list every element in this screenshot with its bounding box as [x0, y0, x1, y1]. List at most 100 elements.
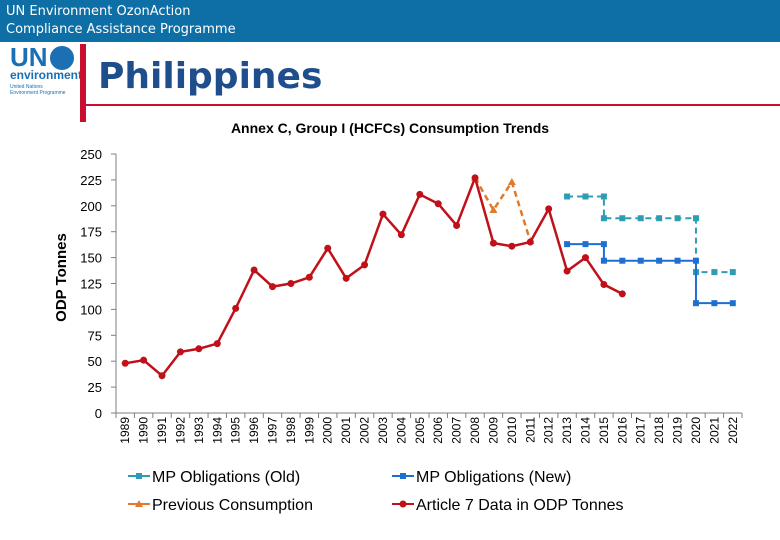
- x-tick-label: 2000: [321, 417, 335, 444]
- header-title-line1: UN Environment OzonAction: [6, 4, 191, 19]
- data-point-mp-obligations-old: [582, 193, 589, 200]
- y-tick-label: 175: [80, 225, 102, 240]
- x-tick-label: 1998: [284, 417, 298, 444]
- data-point-article-7-data-in-odp-tonnes: [324, 244, 332, 252]
- data-point-article-7-data-in-odp-tonnes: [342, 274, 350, 282]
- data-point-article-7-data-in-odp-tonnes: [232, 304, 240, 312]
- x-tick-label: 2008: [468, 417, 482, 444]
- y-tick-label: 25: [88, 380, 102, 395]
- x-tick-label: 1994: [210, 417, 224, 444]
- x-tick-label: 2012: [542, 417, 556, 444]
- x-tick-label: 1990: [137, 417, 151, 444]
- x-tick-label: 1995: [229, 417, 243, 444]
- data-point-mp-obligations-old: [600, 193, 607, 200]
- data-point-mp-obligations-old: [692, 215, 699, 222]
- data-point-article-7-data-in-odp-tonnes: [213, 340, 221, 348]
- y-tick-label: 0: [95, 406, 102, 421]
- legend-marker-mp-obligations-old: [136, 473, 142, 479]
- series-line-mp-obligations-old: [567, 195, 733, 274]
- data-point-article-7-data-in-odp-tonnes: [416, 190, 424, 198]
- un-environment-logo: UN environment United Nations Environmen…: [8, 42, 82, 100]
- logo-small-line2: Environment Programme: [10, 90, 66, 96]
- legend-label-previous-consumption: Previous Consumption: [152, 497, 313, 514]
- data-point-article-7-data-in-odp-tonnes: [121, 359, 129, 367]
- data-point-article-7-data-in-odp-tonnes: [269, 283, 276, 291]
- data-point-article-7-data-in-odp-tonnes: [287, 280, 295, 287]
- x-tick-label: 2006: [431, 417, 445, 444]
- x-tick-label: 1993: [192, 417, 206, 444]
- data-point-article-7-data-in-odp-tonnes: [545, 205, 553, 213]
- data-point-mp-obligations-old: [711, 269, 718, 276]
- x-tick-label: 2020: [689, 417, 703, 444]
- x-tick-label: 2009: [486, 417, 500, 444]
- data-point-previous-consumption: [489, 205, 498, 213]
- data-point-mp-obligations-new: [600, 241, 607, 248]
- data-point-article-7-data-in-odp-tonnes: [434, 200, 442, 208]
- x-tick-label: 2003: [376, 417, 390, 444]
- data-point-mp-obligations-new: [582, 241, 589, 248]
- data-point-article-7-data-in-odp-tonnes: [140, 356, 148, 364]
- x-tick-label: 2005: [413, 417, 427, 444]
- x-tick-label: 2004: [394, 417, 408, 444]
- x-tick-label: 2002: [358, 417, 372, 444]
- data-point-mp-obligations-new: [564, 241, 571, 248]
- data-point-mp-obligations-old: [637, 215, 644, 222]
- data-point-mp-obligations-old: [674, 215, 681, 222]
- x-tick-label: 2015: [597, 417, 611, 444]
- data-point-article-7-data-in-odp-tonnes: [471, 174, 479, 182]
- series-line-previous-consumption: [473, 177, 532, 242]
- data-point-mp-obligations-new: [692, 300, 699, 307]
- header-title-line2: Compliance Assistance Programme: [6, 22, 236, 37]
- y-tick-label: 75: [88, 328, 102, 343]
- accent-red-bar: [80, 44, 86, 122]
- logo-un-text: UN: [10, 42, 48, 72]
- page-title: Philippines: [98, 56, 323, 97]
- legend-label-mp-obligations-old: MP Obligations (Old): [152, 469, 300, 486]
- data-point-previous-consumption: [507, 177, 516, 185]
- y-tick-label: 100: [80, 302, 102, 317]
- x-tick-label: 2013: [560, 417, 574, 444]
- globe-icon: [50, 46, 74, 70]
- y-tick-label: 250: [80, 147, 102, 162]
- data-point-mp-obligations-old: [564, 193, 571, 200]
- data-point-article-7-data-in-odp-tonnes: [508, 242, 516, 250]
- chart-title: Annex C, Group I (HCFCs) Consumption Tre…: [230, 120, 550, 136]
- series-line-mp-obligations-new: [567, 243, 733, 305]
- x-tick-label: 2022: [726, 417, 740, 444]
- data-point-article-7-data-in-odp-tonnes: [158, 372, 166, 380]
- y-tick-label: 200: [80, 199, 102, 214]
- x-tick-label: 2018: [652, 417, 666, 444]
- data-point-article-7-data-in-odp-tonnes: [379, 210, 387, 218]
- data-point-mp-obligations-old: [729, 269, 736, 276]
- data-point-mp-obligations-new: [692, 257, 699, 264]
- logo-small-line1: United Nations: [10, 84, 43, 90]
- header-bar: UN Environment OzonAction Compliance Ass…: [0, 0, 780, 42]
- data-point-mp-obligations-new: [656, 257, 663, 264]
- y-tick-label: 150: [80, 251, 102, 266]
- data-point-article-7-data-in-odp-tonnes: [195, 345, 203, 353]
- data-point-mp-obligations-new: [619, 257, 626, 264]
- x-tick-label: 2007: [450, 417, 464, 444]
- data-point-mp-obligations-old: [600, 215, 607, 222]
- x-tick-label: 2016: [615, 417, 629, 444]
- x-tick-label: 2017: [634, 417, 648, 444]
- data-point-mp-obligations-new: [600, 257, 607, 264]
- data-point-article-7-data-in-odp-tonnes: [582, 254, 589, 262]
- data-point-mp-obligations-old: [619, 215, 626, 222]
- data-point-mp-obligations-new: [711, 300, 718, 307]
- logo-environment-text: environment: [10, 68, 83, 82]
- x-tick-label: 1999: [302, 417, 316, 444]
- data-point-article-7-data-in-odp-tonnes: [453, 221, 461, 229]
- legend-label-article-7-data-in-odp-tonnes: Article 7 Data in ODP Tonnes: [416, 497, 624, 514]
- series-line-article-7-data-in-odp-tonnes: [124, 173, 623, 378]
- x-tick-label: 1992: [173, 417, 187, 444]
- x-tick-label: 1989: [118, 417, 132, 444]
- data-point-article-7-data-in-odp-tonnes: [489, 239, 497, 247]
- y-axis-label: ODP Tonnes: [53, 233, 70, 322]
- legend-marker-previous-consumption: [135, 500, 143, 507]
- data-point-article-7-data-in-odp-tonnes: [600, 281, 608, 289]
- y-tick-label: 125: [80, 277, 102, 292]
- x-tick-label: 2011: [523, 417, 537, 443]
- x-tick-label: 2010: [505, 417, 519, 444]
- data-point-article-7-data-in-odp-tonnes: [526, 238, 534, 246]
